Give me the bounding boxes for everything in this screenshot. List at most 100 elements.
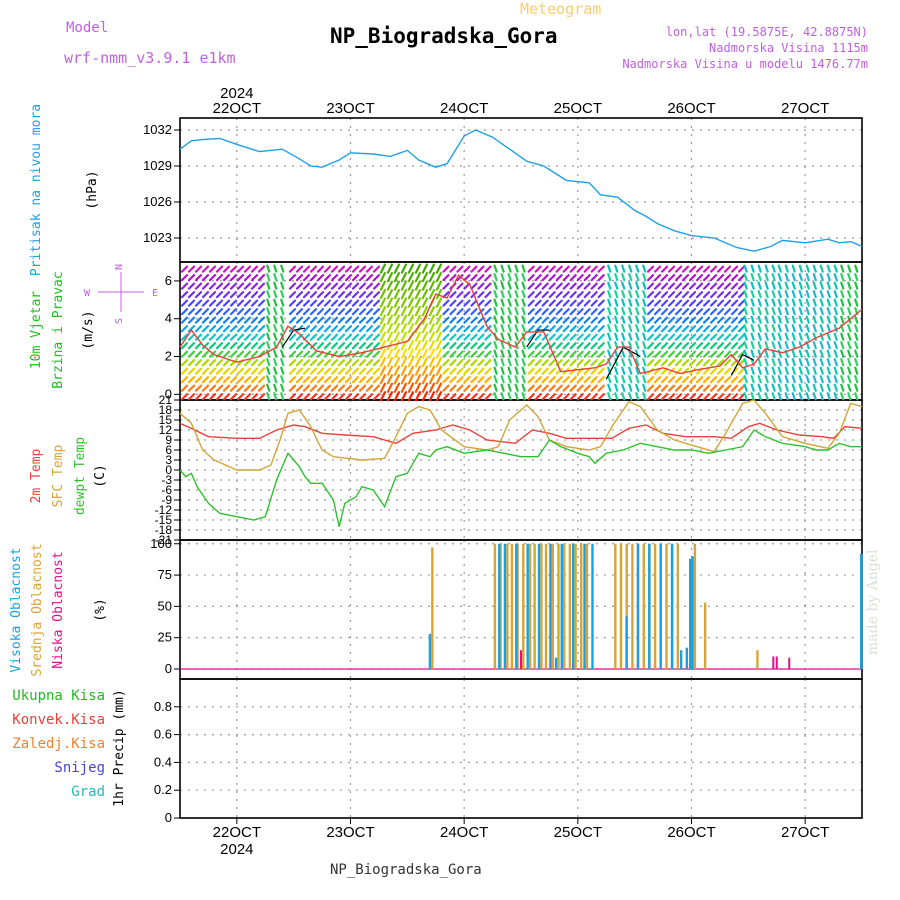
cloud-mid-bar [642, 543, 645, 669]
y-tick-label: 0.2 [154, 782, 172, 797]
station-title: NP_Biogradska_Gora [330, 24, 558, 48]
wind-arrow-row [646, 274, 746, 282]
wind-arrow-row [288, 384, 381, 392]
y-tick-label: 0 [165, 810, 172, 825]
wind-arrow-row [442, 359, 492, 367]
wind-arrow-row [180, 342, 266, 350]
wind-arrow-row [266, 324, 285, 333]
wind-arrow-row [442, 274, 492, 282]
model-label: Model [66, 20, 109, 36]
wind-arrow-row [180, 308, 266, 316]
wind-arrow-row [266, 298, 285, 307]
wind-arrow-row [840, 298, 859, 307]
y-tick-label: -9 [161, 493, 172, 507]
wind-arrow-row [493, 332, 526, 341]
wind-arrow-row [607, 366, 647, 375]
wind-arrow-row [493, 281, 526, 290]
wind-arrow-row [493, 349, 526, 358]
wind-arrow-row [607, 332, 647, 341]
wind-arrow-row [840, 324, 859, 333]
wind-arrow-row [493, 298, 526, 307]
wind-arrow-row [379, 382, 443, 393]
wind-arrow-row [493, 383, 526, 392]
x-tick-label-top: 23OCT [326, 100, 374, 117]
y-tick-label: 0.8 [154, 699, 172, 714]
wind-arrow-row [180, 333, 266, 341]
wind-arrow-row [840, 264, 859, 273]
cloud-mid-bar [631, 543, 634, 669]
cloud-ylabel-high: Visoka Oblacnost [9, 547, 24, 672]
wind-arrow-row [379, 314, 443, 325]
wind-arrow-row [442, 291, 492, 299]
wind-arrow-row [777, 366, 838, 375]
wind-arrow-row [493, 375, 526, 384]
cloud-mid-bar [676, 543, 680, 669]
wind-arrow-row [379, 263, 443, 274]
y-tick-label: 1023 [143, 230, 172, 245]
cloud-high-bar [685, 647, 689, 669]
wind-arrow-row [840, 341, 859, 350]
cloud-mid-bar [562, 543, 566, 669]
x-tick-label-bottom: 23OCT [326, 824, 374, 841]
wind-arrow-row [527, 325, 605, 333]
wind-arrow-row [266, 290, 285, 299]
wind-arrow-row [379, 348, 443, 359]
wind-arrow-row [266, 264, 285, 273]
y-tick-label: -3 [161, 473, 172, 487]
wind-arrow-row [646, 282, 746, 290]
wind-arrow-row [288, 359, 381, 367]
cloud-mid-bar [516, 543, 519, 669]
wind-arrow-row [288, 291, 381, 299]
cloud-high-bar [515, 543, 518, 669]
wind-arrow-row [527, 316, 605, 324]
y-tick-label: 2 [165, 349, 172, 364]
cloud-high-bar [537, 543, 541, 669]
wind-arrow-row [777, 358, 838, 367]
wind-arrow-row [266, 358, 285, 367]
pressure-unit: (hPa) [85, 170, 100, 209]
wind-arrow-row [777, 315, 838, 324]
cloud-high-bar [691, 556, 694, 669]
temperature-series-sfc-temp [179, 399, 863, 471]
cloud-high-bar [560, 543, 563, 669]
wind-arrow-row [777, 273, 838, 282]
wind-arrow-row [288, 308, 381, 316]
cloud-mid-bar [574, 543, 577, 669]
y-tick-label: 21 [159, 393, 173, 407]
y-tick-label: 18 [159, 403, 173, 417]
wind-arrow-row [379, 306, 443, 317]
wind-arrow-row [607, 349, 647, 358]
pressure-panel: 1023 1026 1029 1032 [143, 117, 863, 263]
x-tick-label-bottom: 27OCT [781, 824, 829, 841]
wind-arrow-row [527, 333, 605, 341]
wind-arrow-row [777, 341, 838, 350]
wind-arrow-row [777, 307, 838, 316]
wind-arrow-row [442, 393, 492, 401]
y-tick-label: 25 [158, 630, 172, 645]
wind-arrow-row [493, 264, 526, 273]
wind-arrow-row [646, 316, 746, 324]
y-tick-label: 15 [159, 413, 173, 427]
wind-vectors: N W E S [84, 263, 863, 402]
wind-arrow-row [442, 384, 492, 392]
cloud-unit: (%) [93, 598, 108, 621]
wind-arrow-row [743, 273, 776, 282]
compass-w: W [84, 288, 91, 299]
wind-arrow-row [266, 383, 285, 392]
y-tick-label: 50 [158, 598, 172, 613]
wind-arrow-row [379, 374, 443, 385]
model-name: wrf-nmm_v3.9.1 e1km [64, 49, 236, 67]
temp-unit: (C) [93, 464, 108, 487]
wind-arrow-row [777, 264, 838, 273]
wind-arrow-row [777, 375, 838, 384]
y-tick-label: 3 [165, 453, 172, 467]
wind-arrow-row [442, 282, 492, 290]
cloud-mid-bar [499, 543, 502, 669]
wind-arrow-row [607, 264, 647, 273]
precip-panel: 0 0.2 0.4 0.6 0.8 [154, 678, 863, 825]
wind-arrow-row [646, 384, 746, 392]
cloud-high-bar [503, 543, 507, 669]
wind-arrow-row [527, 308, 605, 316]
y-tick-label: 6 [165, 273, 172, 288]
